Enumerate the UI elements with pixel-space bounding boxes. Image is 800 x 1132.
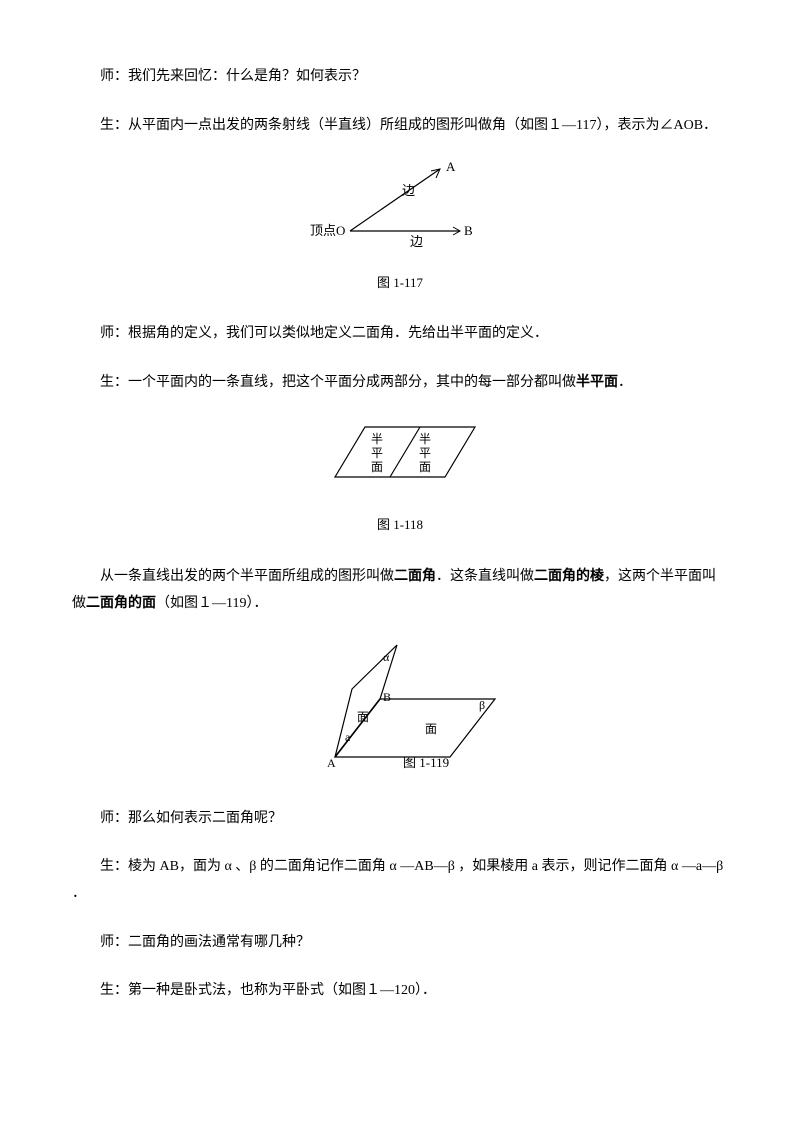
para-student-4: 生：第一种是卧式法，也称为平卧式（如图１—120）． bbox=[72, 978, 728, 1005]
label-beta: β bbox=[479, 698, 485, 712]
p4c: ． bbox=[618, 375, 632, 390]
hp-right-1: 半 bbox=[419, 432, 431, 446]
half-plane-diagram: 半 平 面 半 平 面 bbox=[315, 419, 485, 499]
label-A: A bbox=[446, 161, 456, 174]
label-alpha: α bbox=[383, 650, 390, 664]
para-def-dihedral: 从一条直线出发的两个半平面所组成的图形叫做二面角．这条直线叫做二面角的棱，这两个… bbox=[72, 564, 728, 617]
hp-left-1: 半 bbox=[371, 432, 383, 446]
caption-118: 图 1-118 bbox=[72, 513, 728, 538]
p4b: 半平面 bbox=[576, 375, 618, 390]
p5g: （如图１—119）． bbox=[156, 596, 267, 611]
face-right: 面 bbox=[425, 722, 437, 736]
label-edge-top: 边 bbox=[402, 183, 415, 198]
para-teacher-2: 师：根据角的定义，我们可以类似地定义二面角．先给出半平面的定义． bbox=[72, 321, 728, 348]
hp-left-2: 平 bbox=[371, 446, 383, 460]
label-A-119: A bbox=[327, 756, 336, 769]
face-left: 面 bbox=[357, 710, 369, 724]
p4a: 生：一个平面内的一条直线，把这个平面分成两部分，其中的每一部分都叫做 bbox=[100, 375, 576, 390]
p2-text: 生：从平面内一点出发的两条射线（半直线）所组成的图形叫做角（如图１—117），表… bbox=[100, 118, 717, 133]
label-B-119: B bbox=[383, 690, 391, 704]
dihedral-diagram: 面 面 α β B A a 图 1-119 bbox=[285, 639, 515, 769]
para-teacher-4: 师：二面角的画法通常有哪几种？ bbox=[72, 930, 728, 957]
p5f: 二面角的面 bbox=[86, 596, 156, 611]
p5c: ．这条直线叫做 bbox=[436, 569, 534, 584]
para-student-3: 生：棱为 AB，面为 α 、β 的二面角记作二面角 α —AB—β ，如果棱用 … bbox=[72, 854, 728, 907]
angle-diagram: A B 顶点O 边 边 bbox=[310, 161, 490, 256]
label-vertex: 顶点O bbox=[310, 223, 345, 238]
para-student-2: 生：一个平面内的一条直线，把这个平面分成两部分，其中的每一部分都叫做半平面． bbox=[72, 370, 728, 397]
figure-1-118: 半 平 面 半 平 面 图 1-118 bbox=[72, 419, 728, 538]
label-B: B bbox=[464, 223, 473, 238]
caption-119-inline: 图 1-119 bbox=[403, 755, 449, 769]
label-a-119: a bbox=[345, 730, 351, 744]
para-teacher-3: 师：那么如何表示二面角呢？ bbox=[72, 806, 728, 833]
figure-1-117: A B 顶点O 边 边 图 1-117 bbox=[72, 161, 728, 295]
hp-left-3: 面 bbox=[371, 460, 383, 474]
label-edge-bottom: 边 bbox=[410, 234, 423, 249]
hp-right-2: 平 bbox=[419, 446, 431, 460]
p5d: 二面角的棱 bbox=[534, 569, 604, 584]
caption-117: 图 1-117 bbox=[72, 271, 728, 296]
para-student-1: 生：从平面内一点出发的两条射线（半直线）所组成的图形叫做角（如图１—117），表… bbox=[72, 113, 728, 140]
hp-right-3: 面 bbox=[419, 460, 431, 474]
p5a: 从一条直线出发的两个半平面所组成的图形叫做 bbox=[100, 569, 394, 584]
figure-1-119: 面 面 α β B A a 图 1-119 bbox=[72, 639, 728, 780]
para-teacher-1: 师：我们先来回忆：什么是角？如何表示？ bbox=[72, 64, 728, 91]
p5b: 二面角 bbox=[394, 569, 436, 584]
